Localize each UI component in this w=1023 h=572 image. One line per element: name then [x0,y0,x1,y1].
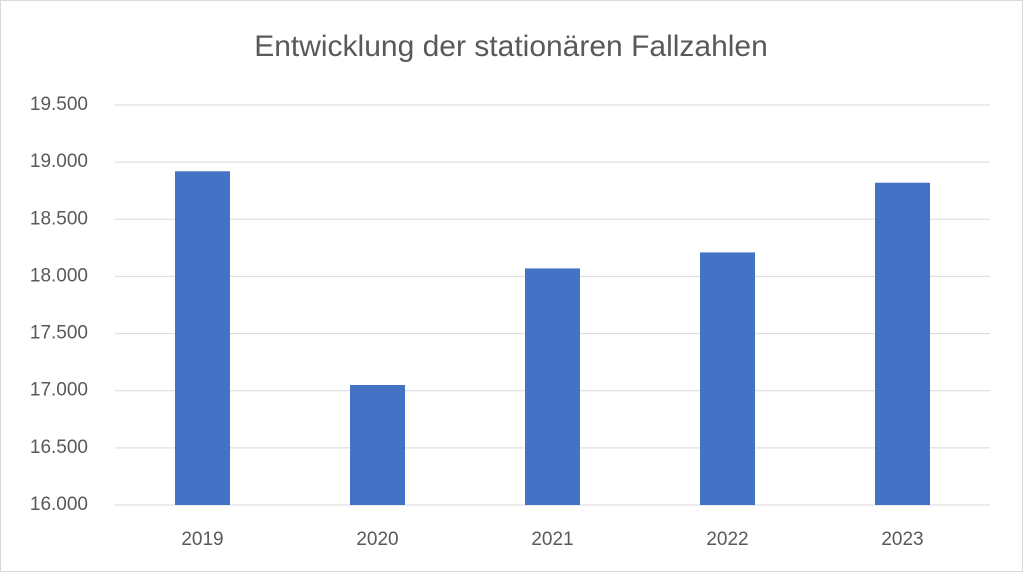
x-tick-label: 2019 [181,529,223,550]
y-tick-label: 19.500 [30,94,88,115]
y-tick-label: 16.500 [30,437,88,458]
x-tick-label: 2023 [881,529,923,550]
chart-title: Entwicklung der stationären Fallzahlen [254,30,768,63]
bar [700,252,755,505]
y-tick-label: 18.000 [30,265,88,286]
y-tick-label: 17.000 [30,380,88,401]
bar [875,182,930,505]
x-tick-label: 2021 [531,529,573,550]
bar [175,171,230,506]
x-tick-label: 2020 [356,529,398,550]
y-tick-label: 19.000 [30,151,88,172]
y-tick-label: 16.000 [30,494,88,515]
x-tick-label: 2022 [706,529,748,550]
bar [350,385,405,505]
bar [525,268,580,505]
y-tick-label: 17.500 [30,323,88,344]
y-tick-label: 18.500 [30,208,88,229]
